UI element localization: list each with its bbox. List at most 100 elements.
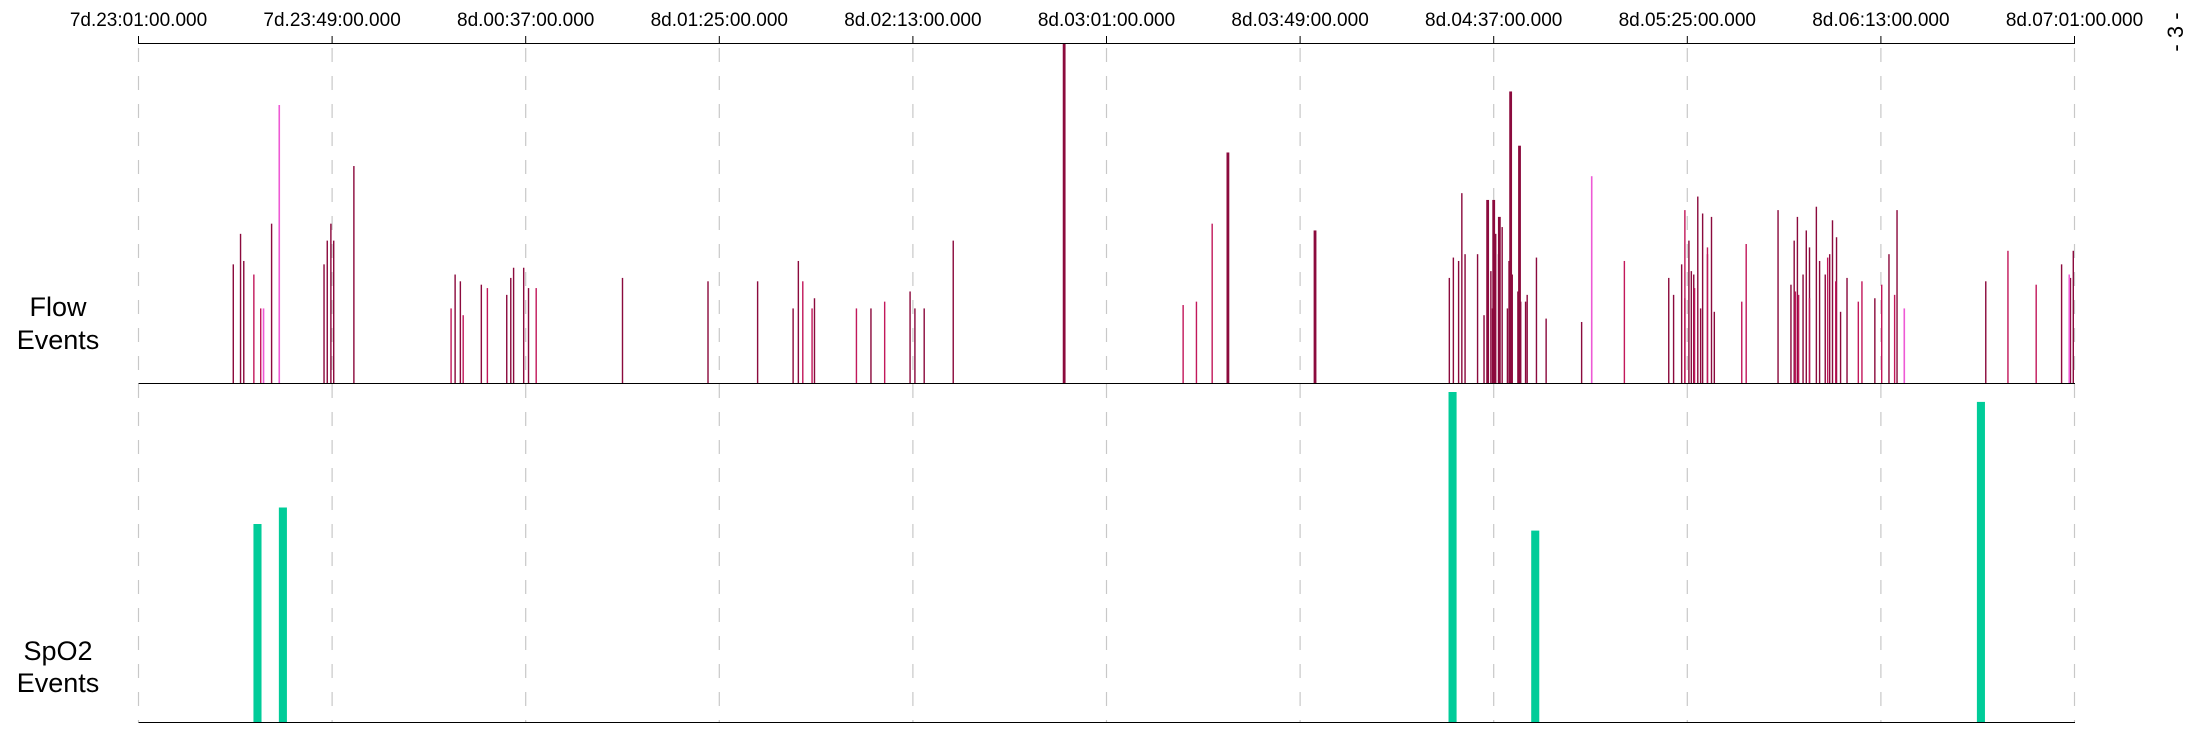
flow-event-bar bbox=[510, 277, 512, 383]
flow-event-bar bbox=[1690, 271, 1693, 383]
flow-event-bar bbox=[813, 298, 816, 383]
flow-event-bar bbox=[1706, 247, 1709, 383]
flow-event-bar bbox=[270, 223, 273, 383]
flow-event-bar bbox=[1693, 274, 1695, 383]
flow-event-bar bbox=[522, 267, 525, 383]
flow-event-bar bbox=[1826, 257, 1829, 383]
flow-event-bar bbox=[459, 281, 462, 383]
flow-event-bar bbox=[883, 301, 886, 383]
flow-event-bar bbox=[1506, 308, 1509, 383]
flow-event-bar bbox=[1835, 281, 1837, 383]
flow-event-bar bbox=[1688, 240, 1690, 383]
flow-event-bar bbox=[1490, 271, 1492, 383]
flow-event-bar bbox=[1815, 206, 1818, 383]
spo2-event-bar bbox=[278, 507, 287, 722]
flow-event-bar bbox=[1874, 298, 1876, 383]
flow-event-bar bbox=[527, 288, 530, 383]
flow-event-bar bbox=[1448, 277, 1451, 383]
x-tick-label: 8d.03:01:00.000 bbox=[1038, 10, 1175, 31]
flow-event-bar bbox=[1182, 305, 1184, 383]
flow-event-bar bbox=[1839, 311, 1842, 383]
flow-event-bar bbox=[1831, 220, 1834, 383]
spo2-panel-label: Events bbox=[17, 668, 100, 698]
flow-event-bar bbox=[1896, 210, 1898, 383]
flow-event-bar bbox=[1464, 254, 1466, 383]
flow-event-bar bbox=[1805, 230, 1807, 383]
flow-event-bar bbox=[1680, 264, 1683, 383]
flow-event-bar bbox=[1211, 223, 1213, 383]
flow-event-bar bbox=[450, 308, 452, 383]
flow-event-bar bbox=[2068, 274, 2071, 383]
flow-event-bar bbox=[1545, 318, 1547, 383]
flow-event-bar bbox=[1835, 237, 1838, 383]
spo2-event-bar bbox=[253, 524, 262, 722]
flow-event-bar bbox=[253, 274, 255, 383]
flow-event-bar bbox=[1062, 44, 1066, 383]
flow-event-bar bbox=[1797, 294, 1800, 383]
flow-event-bar bbox=[1701, 213, 1704, 383]
flow-event-bar bbox=[535, 288, 537, 383]
flow-event-bar bbox=[2072, 250, 2074, 383]
flow-event-bar bbox=[1903, 308, 1906, 383]
x-tick-label: 8d.02:13:00.000 bbox=[844, 10, 981, 31]
flow-panel-label: Flow bbox=[29, 292, 87, 322]
flow-event-bar bbox=[1741, 301, 1743, 383]
flow-event-bar bbox=[1501, 227, 1503, 383]
flow-event-bar bbox=[756, 281, 759, 383]
vertical-gridlines bbox=[137, 48, 2076, 722]
x-tick-label: 8d.04:37:00.000 bbox=[1425, 10, 1562, 31]
flow-event-bar bbox=[1590, 176, 1593, 383]
x-tick-label: 8d.05:25:00.000 bbox=[1619, 10, 1756, 31]
flow-event-bar bbox=[323, 264, 325, 383]
flow-event-bar bbox=[326, 240, 328, 383]
flow-event-bar bbox=[1580, 321, 1583, 383]
flow-event-bar bbox=[909, 291, 911, 383]
flow-event-bar bbox=[811, 308, 813, 383]
flow-event-bar bbox=[1526, 294, 1528, 383]
flow-event-bar bbox=[802, 281, 804, 383]
flow-event-bar bbox=[621, 277, 624, 383]
flow-event-bar bbox=[330, 223, 332, 383]
flow-event-bar bbox=[1672, 294, 1675, 383]
flow-event-bar bbox=[707, 281, 709, 383]
flow-event-bar bbox=[1802, 274, 1804, 383]
flow-event-bar bbox=[1808, 298, 1811, 383]
flow-event-bar bbox=[512, 267, 515, 383]
flow-event-bar bbox=[1497, 216, 1501, 383]
flow-panel-label: Events bbox=[17, 325, 100, 355]
flow-event-bar bbox=[260, 308, 262, 383]
flow-event-bar bbox=[1313, 230, 1317, 383]
spo2-panel-label: SpO2 bbox=[23, 636, 92, 666]
x-tick-label: 8d.00:37:00.000 bbox=[457, 10, 594, 31]
flow-event-bar bbox=[239, 233, 242, 383]
flow-event-bar bbox=[1713, 311, 1716, 383]
flow-event-bar bbox=[278, 105, 281, 384]
flow-event-bar bbox=[1985, 281, 1987, 383]
flow-event-bar bbox=[486, 288, 489, 383]
flow-event-bar bbox=[870, 308, 872, 383]
flow-event-bar bbox=[1793, 240, 1795, 383]
flow-event-bar bbox=[1511, 274, 1513, 383]
flow-event-bar bbox=[1693, 288, 1696, 383]
flow-event-bar bbox=[1483, 315, 1485, 383]
flow-event-bar bbox=[1524, 301, 1527, 383]
time-axis-ticks: 7d.23:01:00.000 7d.23:49:00.000 8d.00:37:0… bbox=[70, 10, 2143, 44]
flow-event-bar bbox=[923, 308, 925, 383]
flow-event-bar bbox=[1476, 254, 1479, 383]
x-tick-label: 8d.06:13:00.000 bbox=[1812, 10, 1949, 31]
flow-event-bar bbox=[1623, 260, 1626, 383]
flow-event-bar bbox=[2007, 250, 2009, 383]
flow-event-bar bbox=[462, 315, 464, 383]
flow-event-bar bbox=[1828, 254, 1831, 383]
flow-event-bar bbox=[1790, 284, 1792, 383]
flow-event-bar bbox=[1796, 216, 1799, 383]
flow-event-bar bbox=[1881, 284, 1883, 383]
spo2-event-bar bbox=[1531, 530, 1540, 722]
flow-event-bar bbox=[353, 166, 355, 383]
flow-event-bar bbox=[1668, 277, 1670, 383]
flow-event-bar bbox=[1226, 152, 1230, 383]
flow-event-bar bbox=[1195, 301, 1198, 383]
spo2-event-bar bbox=[1448, 392, 1457, 722]
x-tick-label: 8d.03:49:00.000 bbox=[1231, 10, 1368, 31]
